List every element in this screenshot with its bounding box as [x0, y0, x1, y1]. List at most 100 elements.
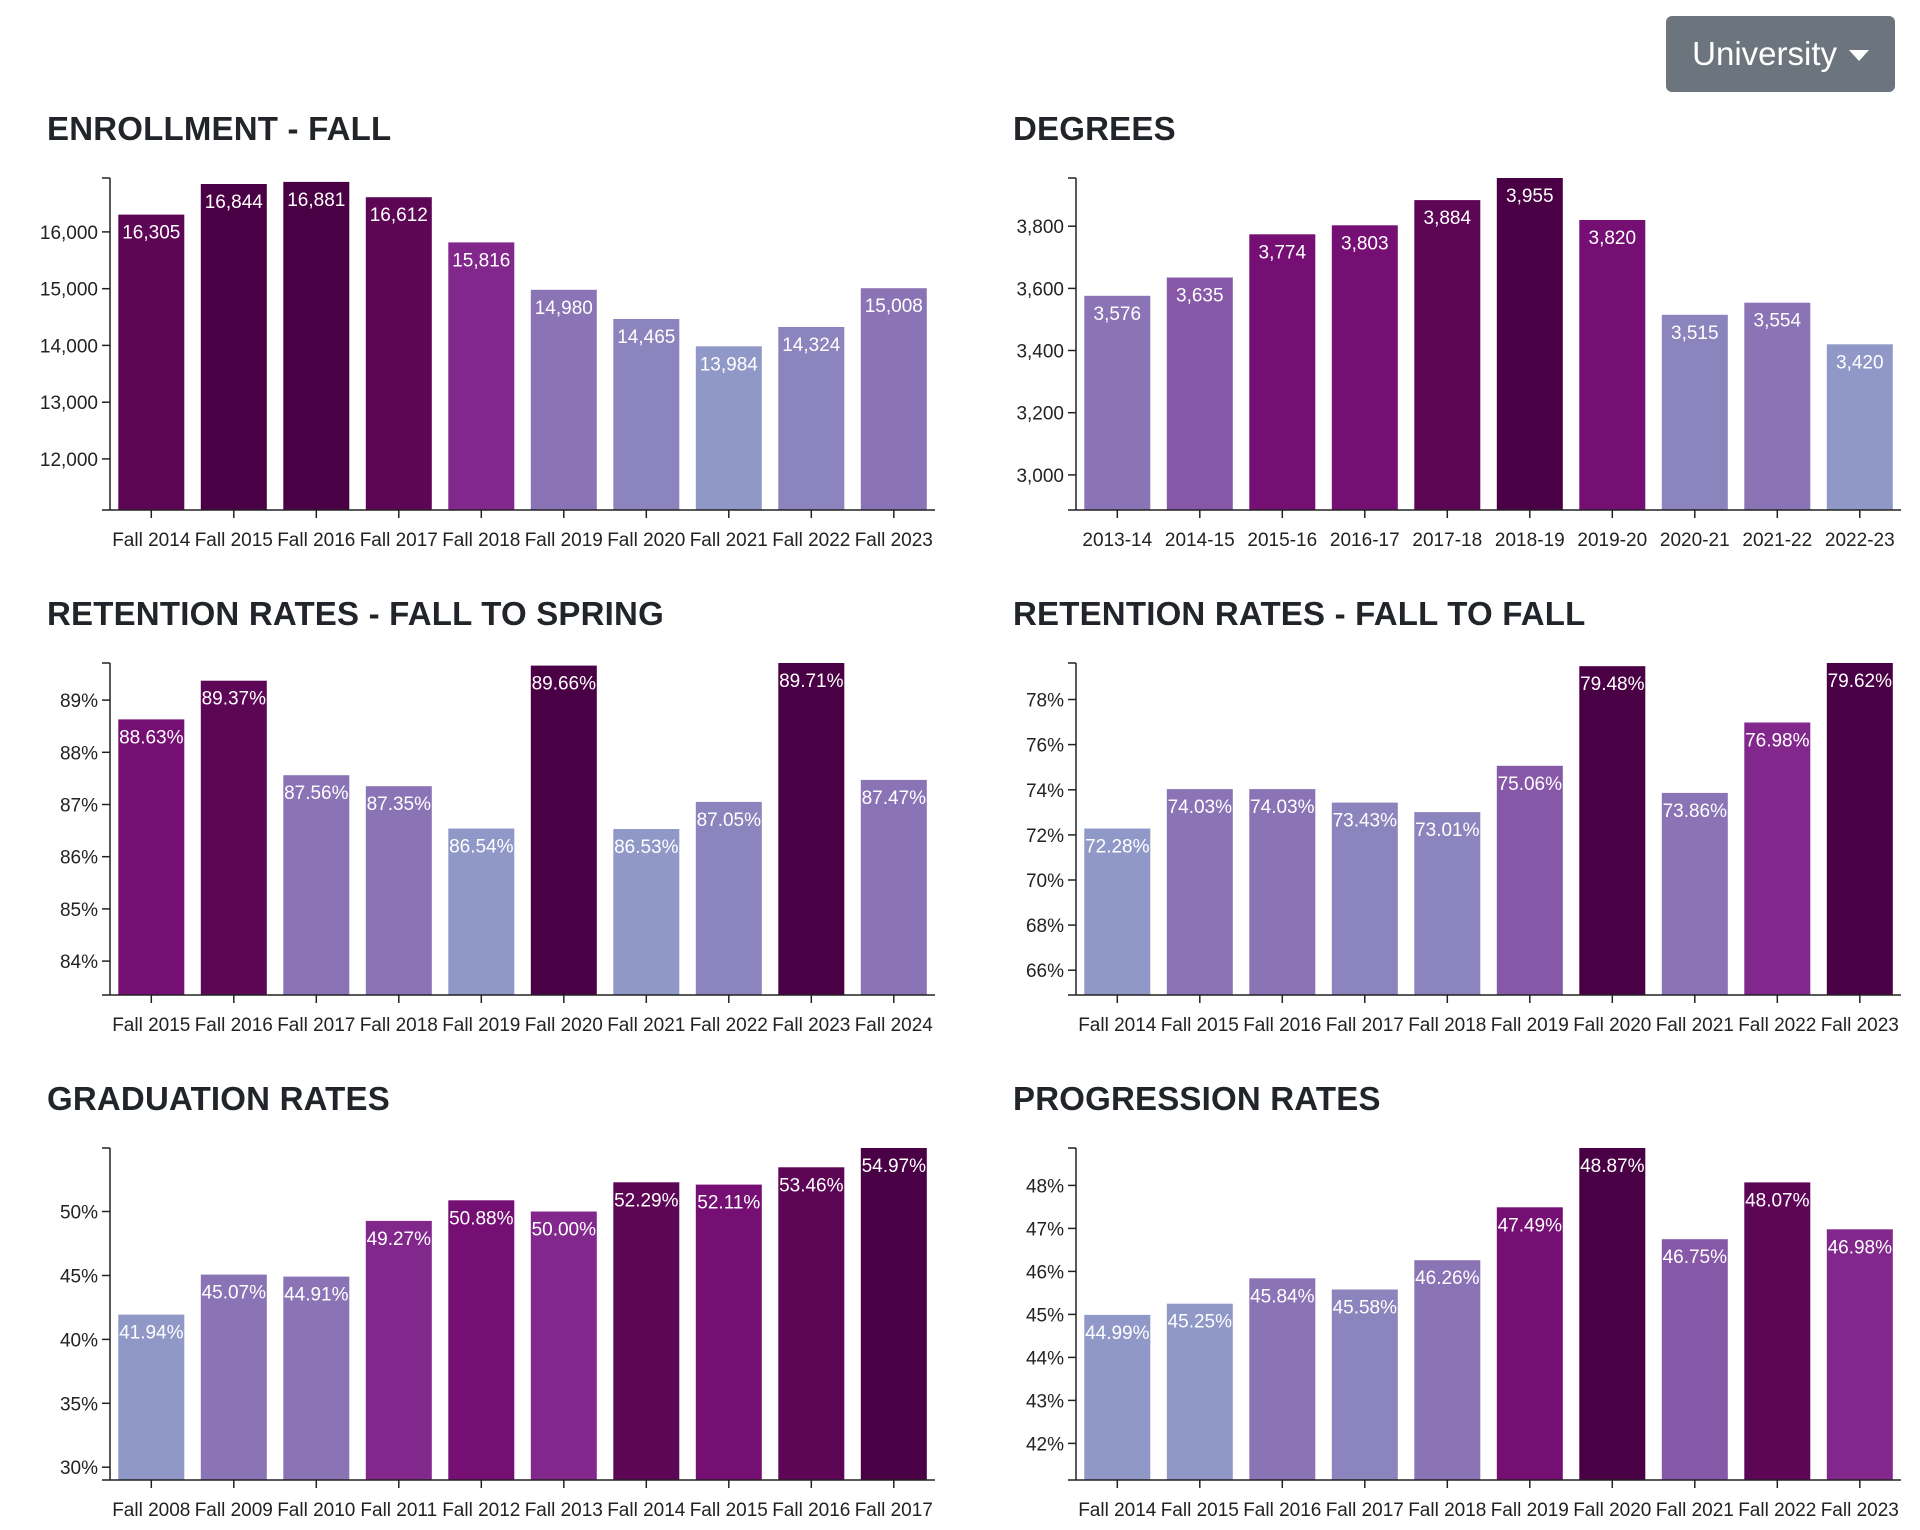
bar: [860, 779, 927, 995]
x-tick-label: Fall 2015: [112, 1015, 190, 1036]
data-label: 44.91%: [284, 1285, 349, 1306]
y-tick-label: 86%: [60, 848, 98, 869]
x-tick-label: 2022-23: [1825, 530, 1895, 551]
bar: [695, 1184, 762, 1480]
y-tick-label: 42%: [1026, 1434, 1064, 1455]
x-tick-label: Fall 2021: [1656, 1015, 1734, 1036]
bar: [530, 665, 597, 995]
bar: [1166, 277, 1233, 510]
data-label: 13,984: [700, 354, 759, 375]
x-tick-label: Fall 2015: [195, 530, 273, 551]
x-tick-label: Fall 2018: [360, 1015, 438, 1036]
x-tick-label: Fall 2022: [1738, 1015, 1816, 1036]
x-tick-label: Fall 2014: [607, 1500, 686, 1521]
x-tick-label: Fall 2023: [1821, 1500, 1899, 1521]
data-label: 72.28%: [1085, 837, 1150, 858]
x-tick-label: Fall 2009: [195, 1500, 273, 1521]
x-tick-label: Fall 2016: [195, 1015, 273, 1036]
x-tick-label: Fall 2020: [1573, 1015, 1651, 1036]
bar: [1579, 1148, 1646, 1480]
data-label: 46.75%: [1663, 1247, 1728, 1268]
x-tick-label: Fall 2017: [277, 1015, 355, 1036]
bar-labels: 72.28% 74.03% 74.03% 73.43% 73.01% 75.06% 79.4…: [1085, 671, 1892, 858]
x-tick-label: Fall 2020: [1573, 1500, 1651, 1521]
y-tick-label: 88%: [60, 743, 98, 764]
data-label: 45.84%: [1250, 1286, 1315, 1307]
bar-labels: 88.63% 89.37% 87.56% 87.35% 86.54% 89.66% 86.5…: [119, 671, 926, 858]
x-tick-label: Fall 2011: [360, 1500, 437, 1521]
data-label: 52.11%: [697, 1193, 760, 1214]
bar: [860, 1148, 927, 1480]
data-label: 3,803: [1341, 233, 1389, 254]
bar: [1661, 1239, 1728, 1480]
data-label: 52.29%: [614, 1190, 679, 1211]
data-label: 50.88%: [449, 1208, 514, 1229]
bar: [283, 775, 350, 995]
data-label: 86.53%: [614, 837, 679, 858]
x-tick-label: 2020-21: [1660, 530, 1730, 551]
degrees-chart: 3,576 3,635 3,774 3,803 3,884 3,955 3,820 3,515…: [1016, 177, 1901, 551]
retention-fall-spring-chart: 88.63% 89.37% 87.56% 87.35% 86.54% 89.66% 86.5…: [60, 662, 935, 1036]
enrollment-chart-panel: ENROLLMENT - FALL 16,305 16,844 16,881 16,6…: [40, 110, 977, 560]
y-axis: 66% 68% 70% 72% 74% 76% 78%: [1026, 662, 1077, 995]
bar: [118, 1314, 185, 1480]
bar-labels: 3,576 3,635 3,774 3,803 3,884 3,955 3,820 3,515…: [1094, 186, 1884, 373]
y-tick-label: 89%: [60, 691, 98, 712]
retention-fall-fall-chart: 72.28% 74.03% 74.03% 73.43% 73.01% 75.06% 79.4…: [1026, 662, 1901, 1036]
x-tick-label: Fall 2021: [690, 530, 768, 551]
bar: [613, 319, 680, 510]
chart-title: PROGRESSION RATES: [1013, 1080, 1381, 1117]
bars: [118, 1148, 927, 1480]
bar: [1166, 1303, 1233, 1480]
x-tick-label: 2021-22: [1742, 530, 1812, 551]
bar-labels: 16,305 16,844 16,881 16,612 15,816 14,980 14,4…: [122, 190, 923, 375]
y-tick-label: 85%: [60, 900, 98, 921]
bar: [200, 680, 267, 995]
graduation-chart: 41.94% 45.07% 44.91% 49.27% 50.88% 50.00% 52.2…: [60, 1147, 935, 1521]
chart-title: DEGREES: [1013, 110, 1176, 147]
data-label: 16,612: [370, 205, 428, 226]
data-label: 45.07%: [202, 1283, 267, 1304]
x-tick-label: Fall 2008: [112, 1500, 190, 1521]
x-tick-label: Fall 2014: [1078, 1500, 1157, 1521]
bar: [1826, 663, 1893, 995]
x-tick-label: Fall 2014: [1078, 1015, 1157, 1036]
data-label: 86.54%: [449, 837, 514, 858]
data-label: 87.47%: [862, 788, 927, 809]
x-tick-label: 2016-17: [1330, 530, 1400, 551]
y-tick-label: 12,000: [40, 450, 98, 471]
bar: [118, 719, 185, 995]
data-label: 3,635: [1176, 286, 1224, 307]
bar: [1084, 1314, 1151, 1480]
x-tick-label: Fall 2019: [1491, 1500, 1569, 1521]
bar: [1496, 178, 1563, 510]
x-tick-label: Fall 2016: [772, 1500, 850, 1521]
toolbar: University: [1666, 16, 1895, 92]
data-label: 3,515: [1671, 323, 1719, 344]
y-tick-label: 84%: [60, 952, 98, 973]
y-tick-label: 46%: [1026, 1262, 1064, 1283]
bar: [1249, 234, 1316, 511]
data-label: 14,465: [617, 327, 675, 348]
x-tick-label: Fall 2024: [855, 1015, 934, 1036]
x-axis: 2013-14 2014-15 2015-16 2016-17 2017-18 2018-…: [1068, 509, 1901, 551]
y-tick-label: 72%: [1026, 826, 1064, 847]
y-tick-label: 47%: [1026, 1219, 1064, 1240]
x-axis: Fall 2014 Fall 2015 Fall 2016 Fall 2017 Fall…: [102, 509, 935, 551]
data-label: 89.71%: [779, 671, 844, 692]
x-tick-label: Fall 2023: [1821, 1015, 1899, 1036]
bar: [530, 289, 597, 510]
bar: [365, 197, 432, 510]
x-tick-label: Fall 2021: [1656, 1500, 1734, 1521]
data-label: 74.03%: [1250, 797, 1315, 818]
bar: [1414, 812, 1481, 995]
y-tick-label: 45%: [1026, 1305, 1064, 1326]
bar: [1331, 225, 1398, 511]
y-tick-label: 3,400: [1016, 342, 1064, 363]
y-tick-label: 16,000: [40, 223, 98, 244]
caret-down-icon: [1849, 49, 1869, 61]
x-tick-label: Fall 2020: [525, 1015, 603, 1036]
data-label: 88.63%: [119, 727, 184, 748]
university-dropdown-button[interactable]: University: [1666, 16, 1895, 92]
chart-title: RETENTION RATES - FALL TO FALL: [1013, 595, 1586, 632]
